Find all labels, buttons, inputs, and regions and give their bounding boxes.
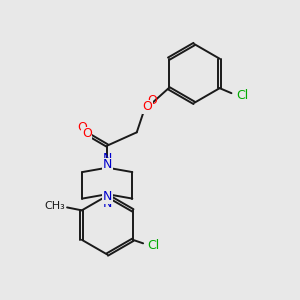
Text: N: N (103, 196, 112, 209)
Text: N: N (103, 152, 112, 165)
Text: O: O (143, 100, 153, 113)
Text: O: O (148, 94, 158, 107)
Text: Cl: Cl (148, 239, 160, 252)
Text: N: N (103, 190, 112, 203)
Text: Cl: Cl (236, 89, 248, 102)
Text: N: N (103, 158, 112, 171)
Text: O: O (77, 121, 87, 134)
Text: CH₃: CH₃ (45, 201, 66, 211)
Text: O: O (82, 127, 92, 140)
